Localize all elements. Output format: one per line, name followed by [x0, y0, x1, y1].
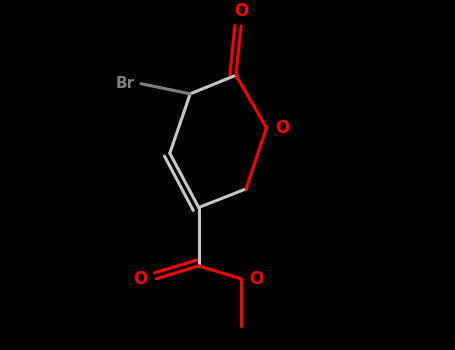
Text: O: O	[133, 270, 148, 288]
Text: O: O	[275, 119, 289, 137]
Text: Br: Br	[116, 76, 135, 91]
Text: O: O	[249, 270, 264, 288]
Text: O: O	[234, 2, 248, 20]
